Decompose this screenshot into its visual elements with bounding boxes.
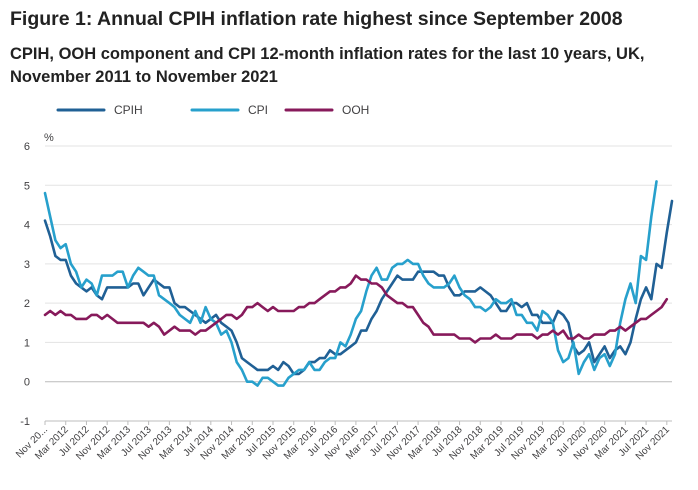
y-tick-label: 0 (24, 377, 30, 389)
chart-title: Figure 1: Annual CPIH inflation rate hig… (10, 8, 623, 30)
y-tick-label: 2 (24, 298, 30, 310)
series-line-ooh (43, 274, 669, 344)
series-lines (43, 180, 674, 387)
series-line-cpih (43, 199, 674, 376)
y-tick-label: 5 (24, 180, 30, 192)
y-axis-unit-label: % (44, 132, 54, 144)
y-tick-label: -1 (20, 416, 30, 428)
y-tick-label: 1 (24, 337, 30, 349)
y-tick-label: 3 (24, 259, 30, 271)
legend: CPIH CPI OOH (56, 103, 369, 117)
y-axis-ticks: -1 0 1 2 3 4 5 6 (20, 141, 30, 428)
chart-subtitle: CPIH, OOH component and CPI 12-month inf… (10, 45, 645, 86)
y-tick-label: 4 (24, 220, 30, 232)
legend-label-cpi: CPI (248, 103, 268, 117)
legend-label-cpih: CPIH (114, 103, 143, 117)
legend-label-ooh: OOH (342, 103, 369, 117)
y-tick-label: 6 (24, 141, 30, 153)
